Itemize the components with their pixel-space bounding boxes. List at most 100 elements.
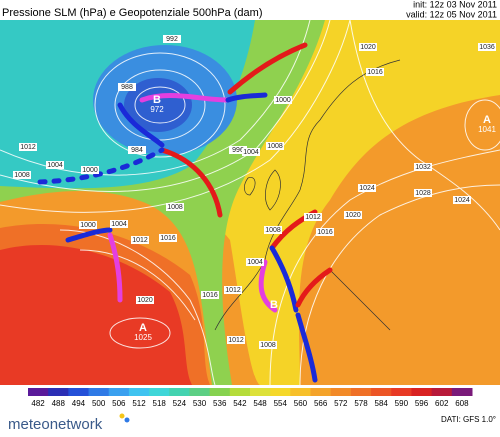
isobar-label: 1020 (360, 44, 376, 51)
isobar-label-bg (242, 148, 260, 156)
isobar-label-bg (81, 166, 99, 174)
colorbar-swatch (48, 388, 69, 396)
isobar-label: 1004 (111, 221, 127, 228)
isobar-label-bg (163, 35, 181, 43)
colorbar-label: 518 (153, 399, 167, 408)
colorbar-label: 488 (52, 399, 66, 408)
isobar-label: 1000 (82, 167, 98, 174)
colorbar-swatch (108, 388, 130, 396)
colorbar-swatch (431, 388, 453, 396)
isobar-label: 1004 (47, 162, 63, 169)
title: Pressione SLM (hPa) e Geopotenziale 500h… (2, 7, 262, 19)
isobar-label: 988 (121, 84, 133, 91)
isobar-label-bg (110, 220, 128, 228)
isobar-label: 1024 (359, 185, 375, 192)
brand-dot (124, 417, 130, 423)
isobar-label-bg (453, 196, 471, 204)
isobar-label: 1012 (132, 237, 148, 244)
isobar-label-bg (159, 234, 177, 242)
colorbar-swatch (290, 388, 312, 396)
isobar-label-bg (259, 341, 277, 349)
isobar-label: 1008 (167, 204, 183, 211)
isobar-label-bg (274, 96, 292, 104)
isobar-label: 1020 (345, 212, 361, 219)
field-red (0, 244, 192, 385)
center-letter: A (139, 322, 147, 334)
colorbar-label: 542 (233, 399, 247, 408)
isobar-label-bg (136, 296, 154, 304)
center-value: 1041 (478, 125, 496, 134)
isobar-label: 1008 (265, 227, 281, 234)
colorbar-label: 596 (415, 399, 429, 408)
isobar-label-bg (304, 213, 322, 221)
isobar-label: 1000 (275, 97, 291, 104)
center-letter: B (153, 94, 161, 106)
isobar-label-bg (358, 184, 376, 192)
colorbar-label: 566 (314, 399, 328, 408)
colorbar-swatch (371, 388, 392, 396)
colorbar-swatch (270, 388, 291, 396)
colorbar-label: 602 (435, 399, 449, 408)
isobar-label-bg (128, 146, 146, 154)
isobar-label-bg (414, 163, 432, 171)
colorbar-swatch (350, 388, 372, 396)
isobar-label-bg (13, 171, 31, 179)
colorbar-label: 608 (455, 399, 469, 408)
colorbar-label: 512 (132, 399, 146, 408)
isobar-label-bg (316, 228, 334, 236)
header-bg (0, 0, 500, 20)
colorbar-label: 524 (173, 399, 187, 408)
colorbar-swatch (169, 388, 190, 396)
isobar-label-bg (227, 336, 245, 344)
isobar-label-bg (264, 226, 282, 234)
isobar-label: 1028 (415, 190, 431, 197)
fronts (37, 42, 333, 383)
isobar-label-bg (229, 146, 247, 154)
isobar-label-bg (478, 43, 496, 51)
colorbar-swatch (149, 388, 170, 396)
center-value: 1025 (134, 333, 152, 342)
isobar-label-bg (414, 189, 432, 197)
isobar-label-bg (224, 286, 242, 294)
isobar-label-bg (46, 161, 64, 169)
colorbar-swatch (68, 388, 90, 396)
isobar-label: 1036 (479, 44, 495, 51)
isobar-label: 1008 (260, 342, 276, 349)
isobar-label-bg (166, 203, 184, 211)
isobar-label: 1000 (80, 222, 96, 229)
center-letter: B (270, 299, 278, 311)
isobar-label-bg (266, 142, 284, 150)
isobar-label-bg (246, 258, 264, 266)
isobar-label: 1016 (317, 229, 333, 236)
isobar-label-bg (344, 211, 362, 219)
brand-dot (119, 413, 125, 419)
isobar-label: 1020 (137, 297, 153, 304)
colorbar-swatch (451, 388, 473, 396)
isobar-label: 1032 (415, 164, 431, 171)
isobar-label: 1012 (20, 144, 36, 151)
colorbar-label: 590 (395, 399, 409, 408)
colorbar-swatch (209, 388, 231, 396)
coastlines (214, 59, 401, 331)
center-value: 972 (150, 105, 164, 114)
data-source: DATI: GFS 1.0° (441, 415, 496, 424)
colorbar-swatch (189, 388, 211, 396)
isobar-label: 984 (131, 147, 143, 154)
isobar-label: 1008 (14, 172, 30, 179)
colorbar-swatch (229, 388, 251, 396)
isobar-label-bg (79, 221, 97, 229)
isobar-label: 992 (166, 36, 178, 43)
isobar-label: 1012 (228, 337, 244, 344)
colorbar-label: 530 (193, 399, 207, 408)
isobars (0, 19, 500, 386)
brand: meteonetwork (8, 416, 103, 432)
center-letter: A (483, 114, 491, 126)
isobar-label-bg (19, 143, 37, 151)
isobar-label: 996 (232, 147, 244, 154)
colorbar-label: 560 (294, 399, 308, 408)
isobar-label: 1024 (454, 197, 470, 204)
isobar-label: 1008 (267, 143, 283, 150)
colorbar-swatch (28, 388, 49, 396)
isobar-label: 1016 (160, 235, 176, 242)
